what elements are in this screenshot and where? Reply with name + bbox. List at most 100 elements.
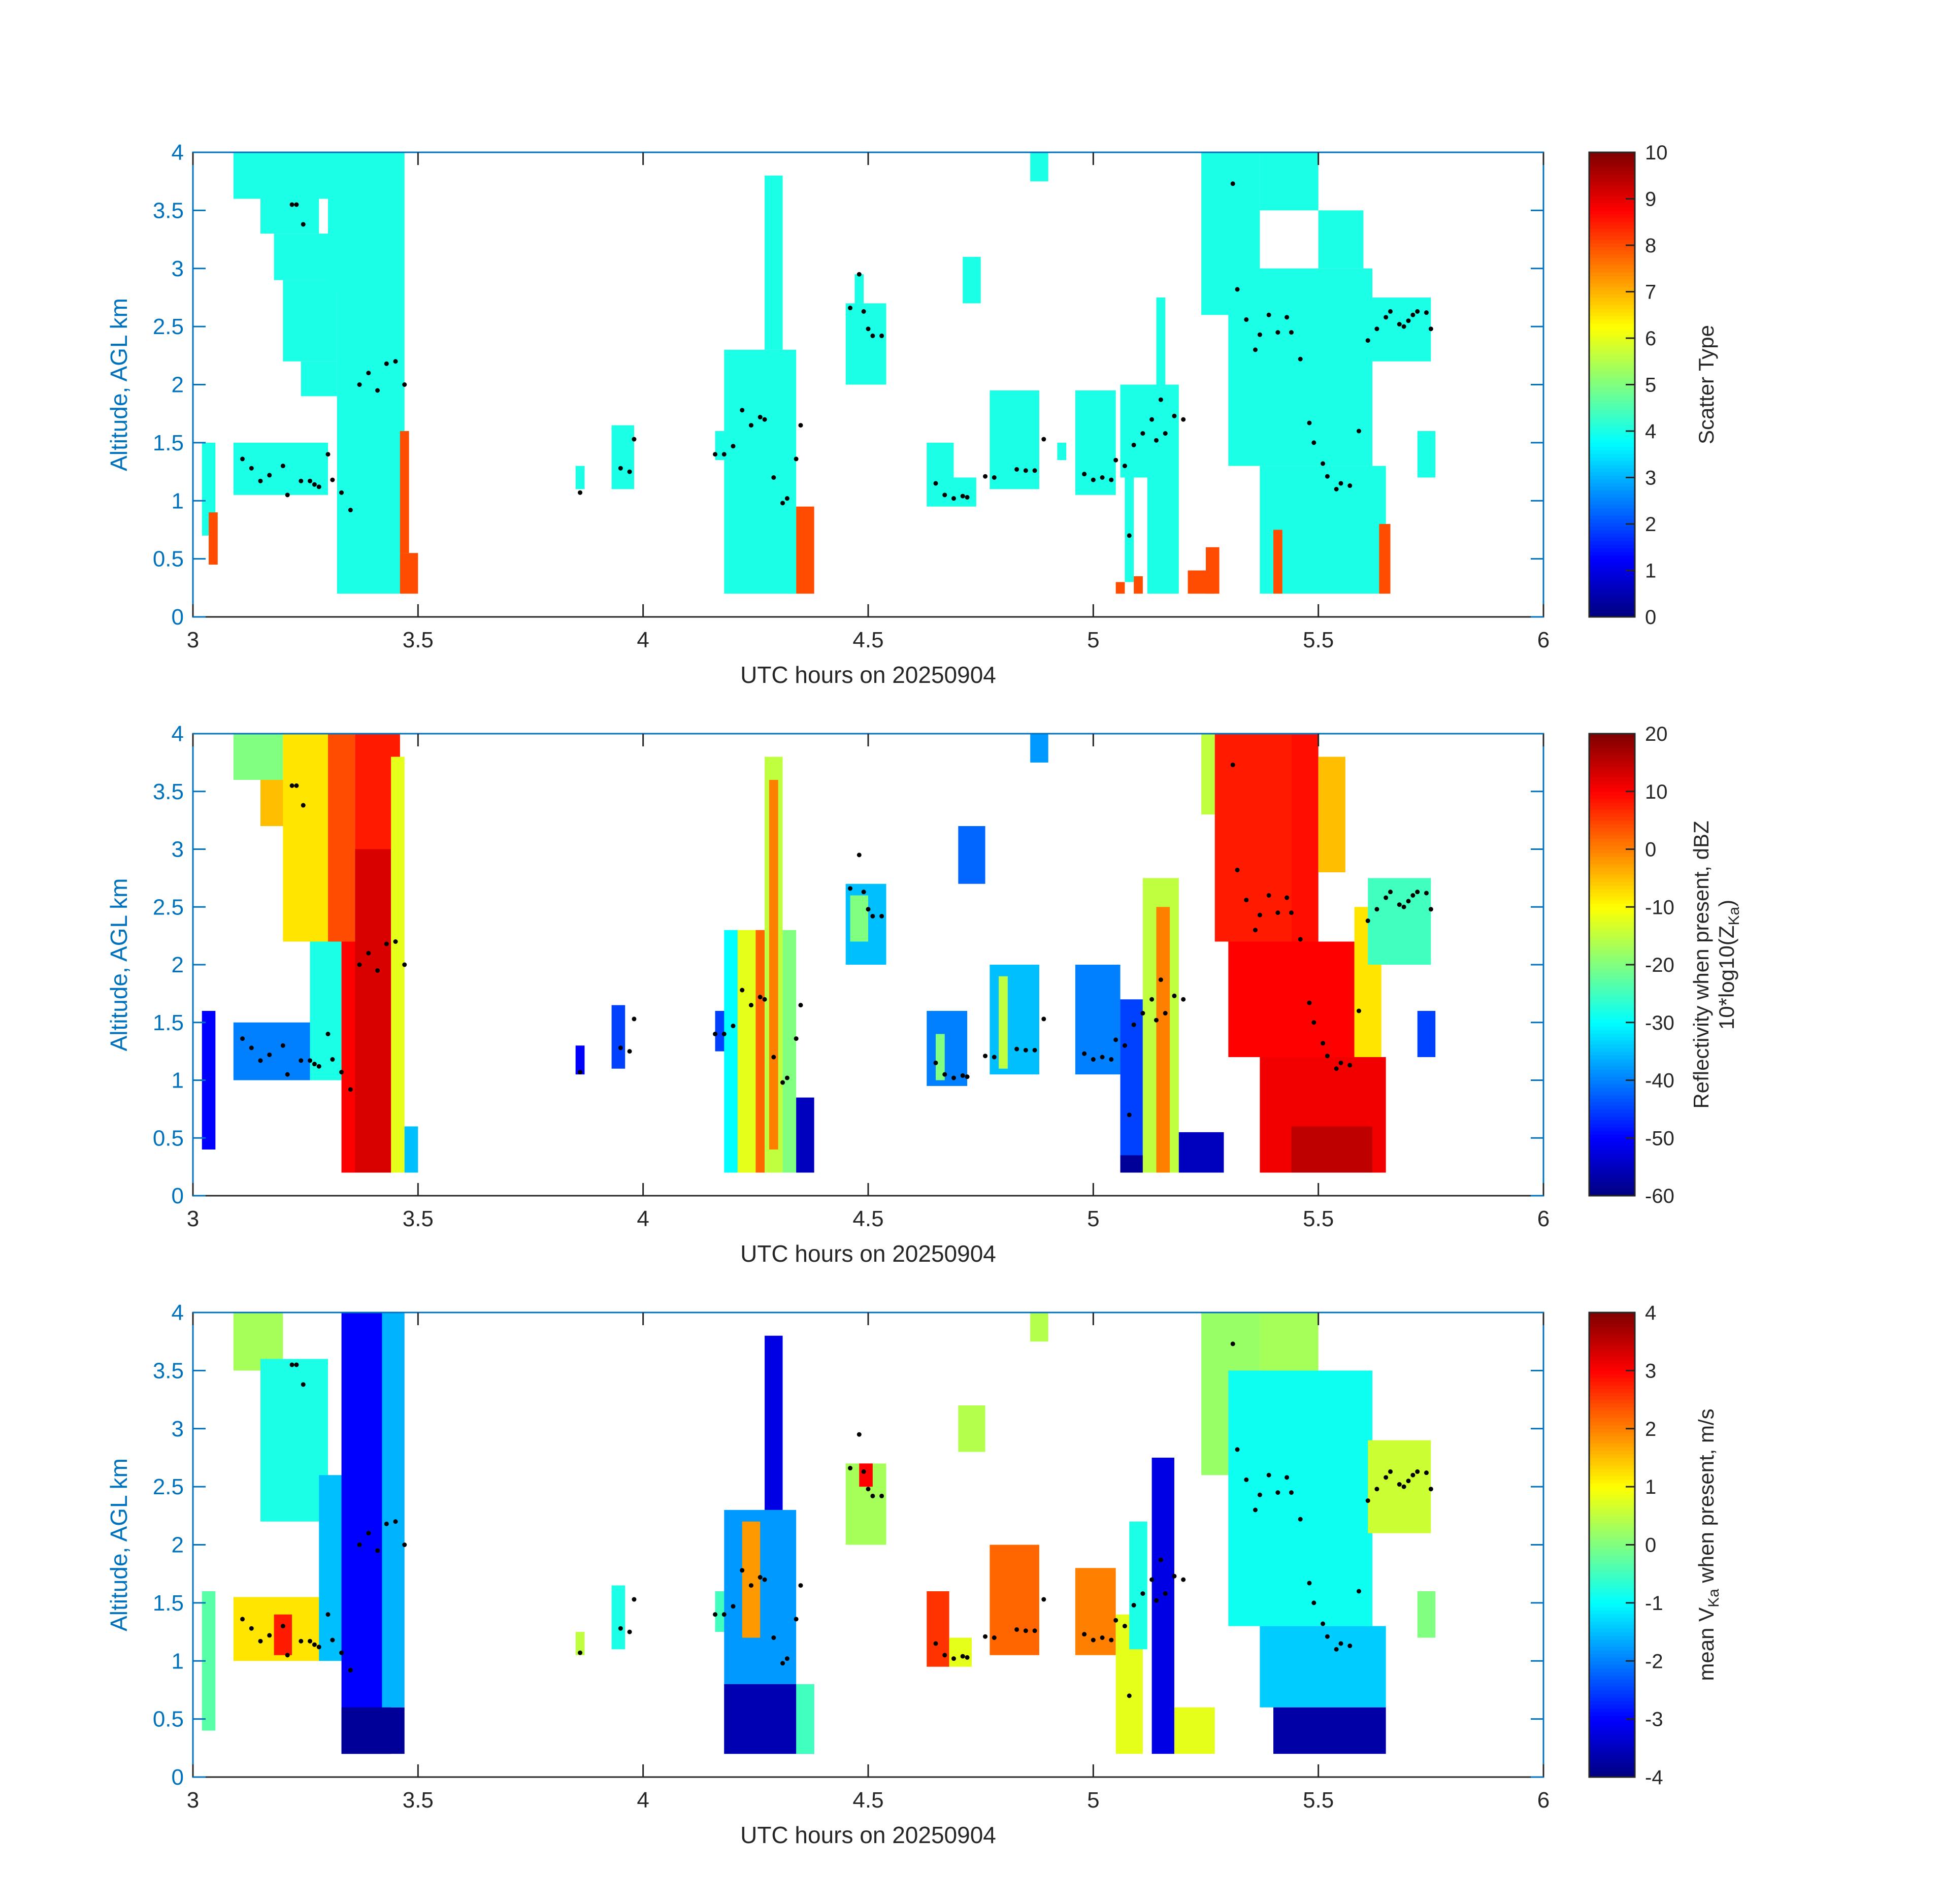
heatmap-cell [927, 442, 954, 507]
colorbar-swatch [1589, 595, 1635, 600]
colorbar-swatch [1589, 827, 1635, 832]
heatmap-cell [1075, 1568, 1116, 1655]
heatmap-cell [310, 941, 342, 1080]
colorbar-swatch [1589, 348, 1635, 352]
marker-dot [1158, 397, 1163, 402]
colorbar-tick-label: -60 [1645, 1185, 1674, 1207]
colorbar-swatch [1589, 1487, 1635, 1491]
colorbar-swatch [1589, 1523, 1635, 1527]
marker-dot [1023, 468, 1028, 473]
heatmap-cell [575, 1632, 585, 1655]
panel-scatter-type: 3 3.5 4 4.5 5 5.5 6 0 0.5 1 1.5 2 2.5 3 3.5 4 UTC hour… [106, 140, 1718, 688]
colorbar-swatch [1589, 319, 1635, 323]
marker-dots [240, 762, 1433, 1118]
y-tick-label: 1.5 [153, 1591, 184, 1616]
marker-dot [879, 913, 884, 918]
marker-dot [731, 444, 736, 449]
colorbar-swatch [1589, 1737, 1635, 1742]
marker-dot [1275, 910, 1280, 915]
colorbar-swatch [1589, 975, 1635, 980]
heatmap-cell [1156, 907, 1170, 1173]
colorbar-swatch [1589, 787, 1635, 792]
colorbar-swatch [1589, 1762, 1635, 1767]
colorbar-swatch [1589, 1156, 1635, 1160]
colorbar-swatch [1589, 479, 1635, 483]
heatmap-cell [782, 930, 797, 1173]
marker-dot [267, 1052, 272, 1057]
colorbar-swatch [1589, 1044, 1635, 1048]
colorbar-swatch [1589, 798, 1635, 803]
marker-dot [1428, 907, 1433, 912]
marker-dot [280, 1624, 285, 1629]
marker-dot [301, 222, 306, 227]
marker-dot [1014, 1046, 1019, 1052]
marker-dot [249, 1045, 254, 1051]
colorbar-swatch [1589, 290, 1635, 294]
colorbar-swatch [1589, 1062, 1635, 1066]
y-tick-label: 1.5 [153, 431, 184, 455]
marker-dot [1127, 1693, 1132, 1698]
colorbar-swatch [1589, 766, 1635, 770]
heatmap-cell [1228, 941, 1355, 1057]
colorbar-swatch [1589, 1468, 1635, 1473]
colorbar-swatch [1589, 1141, 1635, 1146]
marker-dot [1122, 1624, 1127, 1629]
colorbar-swatch [1589, 744, 1635, 749]
marker-dot [848, 1466, 853, 1471]
colorbar-swatch [1589, 748, 1635, 752]
marker-dot [1384, 895, 1389, 900]
marker-dot [402, 1542, 407, 1547]
marker-dot [942, 1653, 947, 1658]
colorbar-swatch [1589, 1534, 1635, 1538]
colorbar-swatch [1589, 1755, 1635, 1760]
colorbar-swatch [1589, 1116, 1635, 1121]
marker-dot [325, 1032, 331, 1036]
colorbar-swatch [1589, 1091, 1635, 1095]
marker-dot [983, 474, 988, 479]
heatmap-cells [202, 152, 1436, 594]
colorbar-swatch [1589, 1617, 1635, 1622]
marker-dot [289, 202, 294, 207]
colorbar-swatch [1589, 1403, 1635, 1407]
colorbar-swatch [1589, 791, 1635, 796]
colorbar-gradient [1589, 152, 1635, 617]
colorbar-swatch [1589, 1563, 1635, 1567]
x-tick-label: 3 [187, 1206, 199, 1231]
colorbar-swatch [1589, 181, 1635, 186]
colorbar-swatch [1589, 1152, 1635, 1157]
colorbar-swatch [1589, 221, 1635, 225]
marker-dot [308, 1638, 313, 1644]
colorbar: -4 -3 -2 -1 0 1 2 3 4 mean VKa when present, m/s [1588, 1302, 1722, 1789]
marker-dot [1172, 413, 1177, 418]
colorbar-swatch [1589, 1766, 1635, 1770]
colorbar-tick-label: 5 [1645, 374, 1656, 397]
heatmap-cell [301, 361, 337, 397]
x-tick-label: 5.5 [1303, 1206, 1334, 1231]
colorbar-swatch [1589, 1341, 1635, 1346]
marker-dot [301, 1382, 306, 1387]
colorbar-swatch [1589, 1671, 1635, 1676]
colorbar-swatch [1589, 511, 1635, 516]
colorbar-swatch [1589, 1432, 1635, 1436]
colorbar-swatch [1589, 261, 1635, 266]
marker-dot [1235, 867, 1240, 872]
colorbar-swatch [1589, 1545, 1635, 1549]
colorbar-tick-label: -30 [1645, 1012, 1674, 1034]
colorbar-swatch [1589, 1177, 1635, 1182]
marker-dot [951, 1075, 956, 1080]
colorbar-swatch [1589, 344, 1635, 349]
colorbar-swatch [1589, 1399, 1635, 1404]
heatmap-cell [1379, 524, 1391, 594]
colorbar-swatch [1589, 889, 1635, 893]
colorbar-swatch [1589, 1170, 1635, 1175]
colorbar-swatch [1589, 957, 1635, 962]
colorbar-swatch [1589, 599, 1635, 603]
colorbar-swatch [1589, 1069, 1635, 1074]
marker-dot [857, 852, 862, 858]
colorbar-swatch [1589, 1581, 1635, 1585]
colorbar-swatch [1589, 1548, 1635, 1553]
colorbar-swatch [1589, 453, 1635, 458]
colorbar-swatch [1589, 1447, 1635, 1451]
marker-dot [316, 1645, 321, 1650]
marker-dot [280, 464, 285, 469]
